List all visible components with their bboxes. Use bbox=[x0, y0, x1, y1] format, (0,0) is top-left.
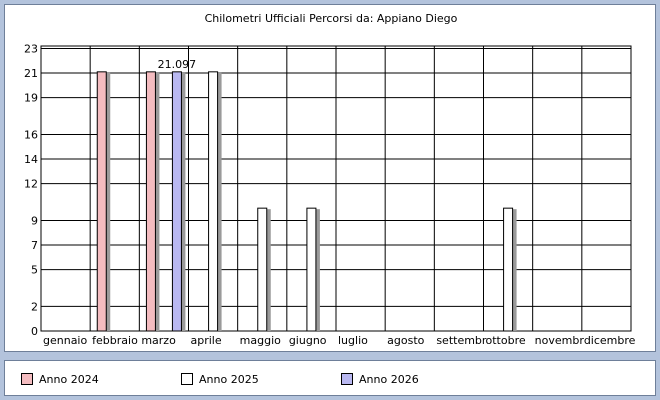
y-tick-label: 12 bbox=[24, 178, 38, 191]
legend-item-2026: Anno 2026 bbox=[341, 371, 419, 387]
legend-swatch-2026 bbox=[341, 373, 353, 385]
x-tick-label: luglio bbox=[338, 334, 368, 347]
legend-label-2024: Anno 2024 bbox=[39, 372, 99, 386]
x-tick-label: aprile bbox=[191, 334, 222, 347]
x-tick-label: marzo bbox=[141, 334, 176, 347]
x-tick-label: novembr bbox=[535, 334, 585, 347]
x-tick-label: gennaio bbox=[43, 334, 87, 347]
chart-title: Chilometri Ufficiali Percorsi da: Appian… bbox=[205, 12, 458, 25]
bar-anno-2025-maggio bbox=[257, 207, 268, 332]
x-tick-label: febbraio bbox=[92, 334, 138, 347]
chart-panel: Chilometri Ufficiali Percorsi da: Appian… bbox=[4, 4, 656, 352]
legend-label-2025: Anno 2025 bbox=[199, 372, 259, 386]
legend-swatch-2025 bbox=[181, 373, 193, 385]
bar-chart: Chilometri Ufficiali Percorsi da: Appian… bbox=[24, 12, 636, 347]
data-label: 21.097 bbox=[158, 58, 197, 71]
y-tick-label: 5 bbox=[31, 264, 38, 277]
bar-anno-2025-aprile bbox=[208, 71, 219, 332]
bar-anno-2025-giugno bbox=[306, 207, 317, 332]
legend-item-2025: Anno 2025 bbox=[181, 371, 259, 387]
bar-anno-2024-marzo bbox=[145, 71, 156, 332]
legend-panel: Anno 2024 Anno 2025 Anno 2026 bbox=[4, 360, 656, 396]
x-tick-label: dicembre bbox=[584, 334, 636, 347]
legend-label-2026: Anno 2026 bbox=[359, 372, 419, 386]
x-tick-label: maggio bbox=[240, 334, 281, 347]
y-tick-label: 16 bbox=[24, 128, 38, 141]
y-tick-label: 9 bbox=[31, 214, 38, 227]
x-tick-label: giugno bbox=[289, 334, 327, 347]
y-tick-label: 7 bbox=[31, 239, 38, 252]
plot-frame bbox=[40, 45, 632, 332]
bar-anno-2025-ottobre bbox=[503, 207, 514, 332]
legend-item-2024: Anno 2024 bbox=[21, 371, 99, 387]
y-tick-label: 2 bbox=[31, 300, 38, 313]
y-tick-label: 14 bbox=[24, 153, 38, 166]
x-tick-label: settembr bbox=[436, 334, 487, 347]
y-tick-label: 21 bbox=[24, 67, 38, 80]
bar-anno-2024-febbraio bbox=[96, 71, 107, 332]
legend-swatch-2024 bbox=[21, 373, 33, 385]
bar-anno-2026-marzo bbox=[171, 71, 182, 332]
y-tick-label: 19 bbox=[24, 92, 38, 105]
x-tick-label: agosto bbox=[387, 334, 424, 347]
y-tick-label: 0 bbox=[31, 325, 38, 338]
x-tick-label: ottobre bbox=[486, 334, 526, 347]
y-tick-label: 23 bbox=[24, 42, 38, 55]
